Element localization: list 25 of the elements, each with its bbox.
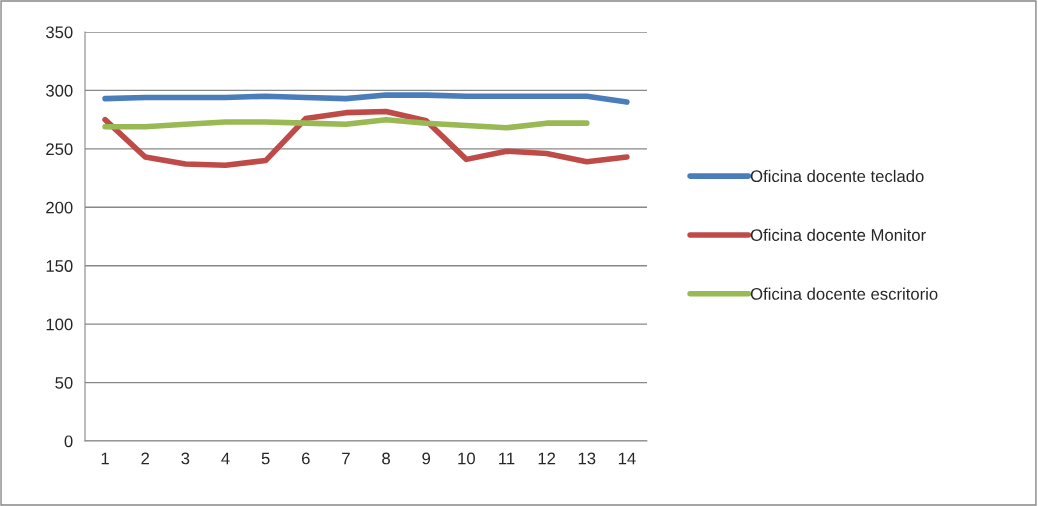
y-tick-label: 100: [46, 318, 73, 331]
y-tick-label: 50: [55, 376, 73, 389]
x-tick-label: 3: [181, 452, 190, 465]
x-tick-label: 2: [141, 452, 150, 465]
y-tick-label: 300: [46, 84, 73, 97]
x-tick-label: 7: [342, 452, 350, 465]
x-tick-label: 10: [458, 452, 475, 465]
x-tick-label: 12: [538, 452, 556, 465]
x-tick-label: 14: [618, 452, 636, 465]
legend-label: Oficina docente Monitor: [750, 228, 926, 241]
x-tick-label: 6: [302, 452, 310, 465]
y-tick-label: 0: [64, 435, 73, 448]
y-tick-label: 250: [46, 143, 73, 156]
x-tick-label: 5: [261, 452, 270, 465]
x-tick-label: 9: [422, 452, 431, 465]
legend-label: Oficina docente escritorio: [750, 287, 938, 300]
x-tick-label: 1: [101, 452, 109, 465]
y-tick-label: 200: [46, 201, 73, 214]
x-tick-label: 11: [499, 452, 515, 465]
x-tick-label: 8: [382, 452, 390, 465]
y-tick-label: 350: [46, 26, 73, 39]
y-tick-label: 150: [46, 260, 73, 272]
x-tick-label: 13: [578, 452, 596, 465]
x-tick-label: 4: [221, 452, 230, 465]
legend-label: Oficina docente teclado: [750, 169, 924, 183]
